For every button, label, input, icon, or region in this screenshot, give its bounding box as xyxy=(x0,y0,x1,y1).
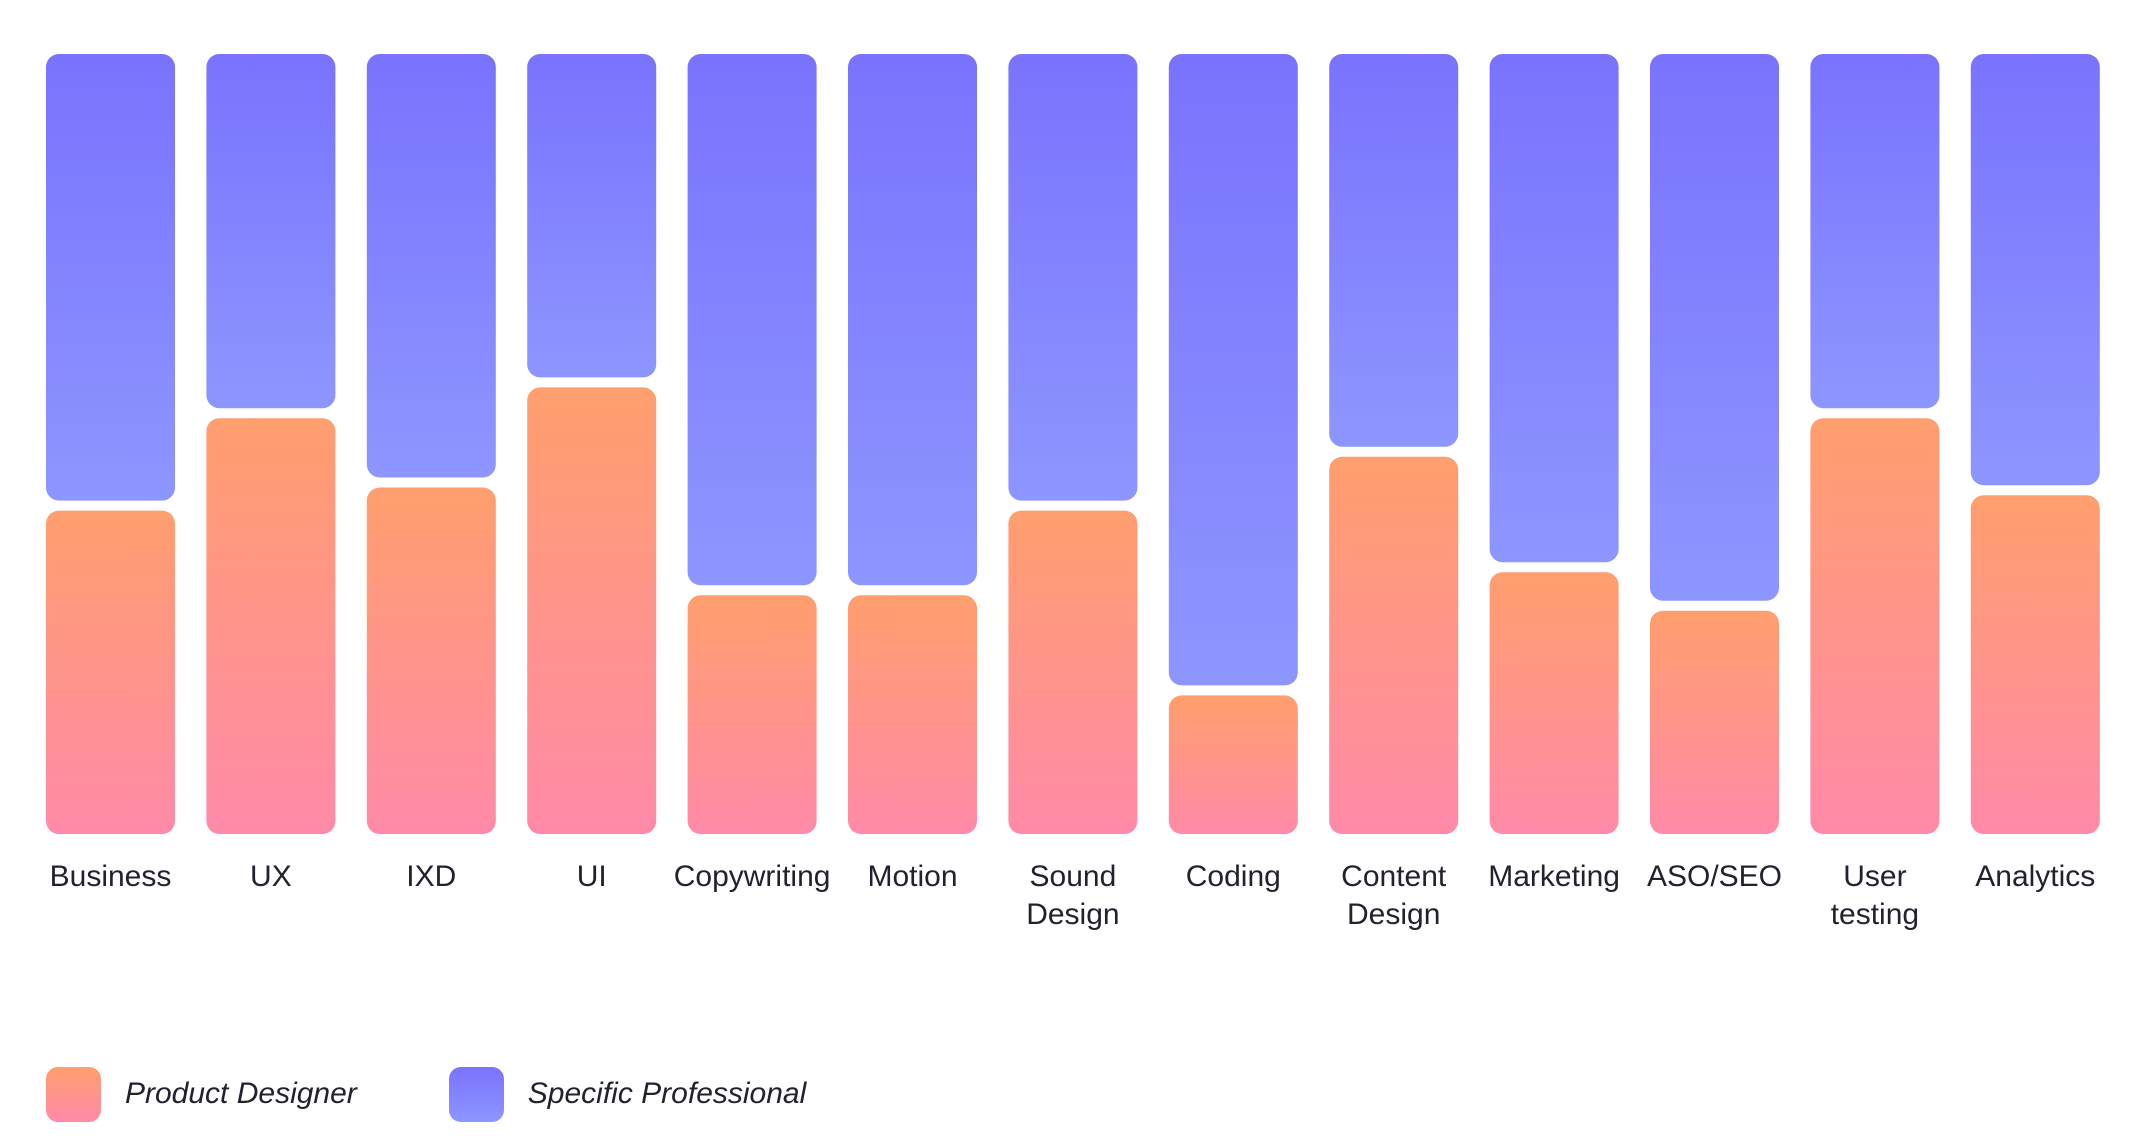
legend-item-product-designer: Product Designer xyxy=(46,1066,357,1122)
category-labels: Business UX IXD UI Copywriting Motion Sound Des… xyxy=(50,860,2096,931)
category-label-line: ASO/SEO xyxy=(1647,860,1782,893)
category-label-12: Analytics xyxy=(1975,860,2095,893)
bar-product-designer-2 xyxy=(366,487,496,834)
bar-specific-professional-4 xyxy=(687,54,817,586)
bar-product-designer-12 xyxy=(1970,495,2100,834)
bar-product-designer-1 xyxy=(206,418,336,834)
bars-layer xyxy=(46,54,2100,834)
bar-specific-professional-6 xyxy=(1008,54,1138,501)
category-label-line: Motion xyxy=(867,860,957,893)
category-label-5: Motion xyxy=(867,860,957,893)
category-label-line: User xyxy=(1843,860,1906,893)
legend-item-specific-professional: Specific Professional xyxy=(448,1066,807,1122)
bar-specific-professional-8 xyxy=(1329,54,1459,447)
category-label-9: Marketing xyxy=(1488,860,1620,893)
category-label-line: IXD xyxy=(406,860,456,893)
bar-product-designer-9 xyxy=(1489,572,1619,834)
legend-label-product-designer: Product Designer xyxy=(125,1077,357,1110)
category-label-11: User testing xyxy=(1831,860,1919,931)
category-label-7: Coding xyxy=(1186,860,1281,893)
bar-product-designer-3 xyxy=(527,387,657,834)
category-label-2: IXD xyxy=(406,860,456,893)
bar-specific-professional-11 xyxy=(1810,54,1940,409)
bar-specific-professional-10 xyxy=(1650,54,1779,601)
specific-professional-swatch-icon xyxy=(448,1066,504,1122)
category-label-4: Copywriting xyxy=(674,860,831,893)
category-label-line: Design xyxy=(1026,898,1119,931)
category-label-line: Copywriting xyxy=(674,860,831,893)
category-label-line: UX xyxy=(250,860,292,893)
category-label-0: Business xyxy=(50,860,172,893)
category-label-3: UI xyxy=(577,860,607,893)
bar-product-designer-8 xyxy=(1329,456,1459,834)
bar-product-designer-7 xyxy=(1168,695,1298,834)
bar-specific-professional-1 xyxy=(206,54,336,409)
bar-specific-professional-7 xyxy=(1168,54,1298,686)
category-label-line: testing xyxy=(1831,898,1919,931)
product-designer-swatch-icon xyxy=(46,1066,101,1122)
category-label-1: UX xyxy=(250,860,292,893)
bar-specific-professional-12 xyxy=(1970,54,2100,486)
bar-specific-professional-2 xyxy=(366,54,496,478)
bar-specific-professional-5 xyxy=(848,54,977,586)
bar-product-designer-11 xyxy=(1810,418,1940,834)
legend-label-specific-professional: Specific Professional xyxy=(527,1077,807,1110)
category-label-line: Business xyxy=(50,860,172,893)
category-label-line: UI xyxy=(577,860,607,893)
category-label-line: Analytics xyxy=(1975,860,2095,893)
category-label-8: Content Design xyxy=(1341,860,1447,931)
bar-product-designer-0 xyxy=(46,510,175,834)
category-label-line: Content xyxy=(1341,860,1447,893)
category-label-10: ASO/SEO xyxy=(1647,860,1782,893)
category-label-6: Sound Design xyxy=(1026,860,1119,931)
category-label-line: Sound xyxy=(1030,860,1117,893)
bar-product-designer-5 xyxy=(848,595,977,834)
bar-specific-professional-9 xyxy=(1489,54,1619,563)
bar-product-designer-10 xyxy=(1650,610,1779,834)
category-label-line: Marketing xyxy=(1488,860,1620,893)
bar-product-designer-6 xyxy=(1008,510,1138,834)
bar-product-designer-4 xyxy=(687,595,817,834)
bar-specific-professional-3 xyxy=(527,54,657,378)
category-label-line: Coding xyxy=(1186,860,1281,893)
category-label-line: Design xyxy=(1347,898,1440,931)
bar-specific-professional-0 xyxy=(46,54,175,501)
legend: Product Designer Specific Professional xyxy=(46,1066,898,1122)
